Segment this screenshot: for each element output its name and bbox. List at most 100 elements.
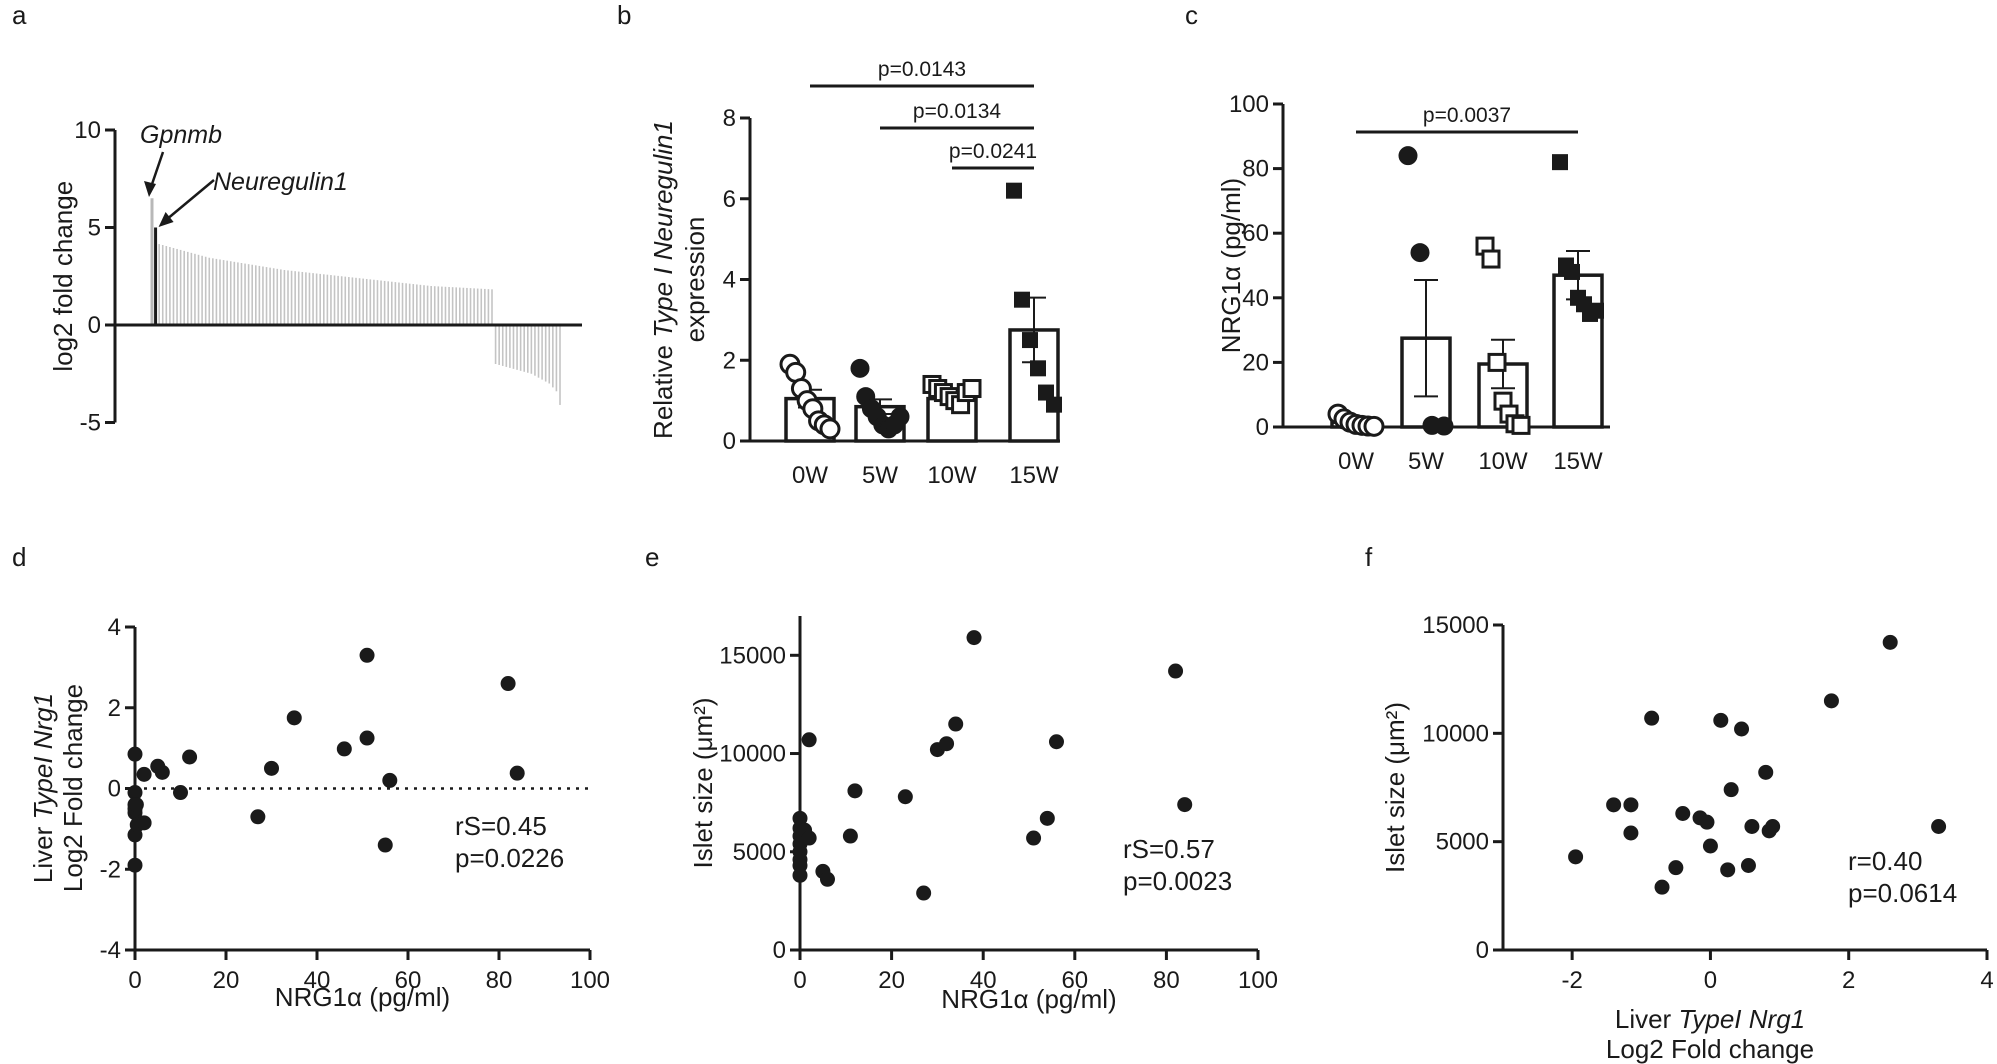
y-tick-label: 40 [1242, 285, 1269, 312]
x-tick-label: 10W [927, 462, 977, 489]
x-tick-label: 5W [862, 462, 898, 489]
panel-b: 0 2 4 6 8 0W 5W 10W 15W p=0.0143 p=0.0134 p=0.0241 R… [648, 58, 1062, 489]
x-tick-label: 80 [486, 967, 513, 994]
y-tick-label: 60 [1242, 220, 1269, 247]
data-point [847, 783, 863, 799]
annotation-neuregulin1: Neuregulin1 [213, 168, 348, 196]
significance-label: p=0.0134 [913, 100, 1001, 123]
data-point [897, 789, 913, 805]
x-tick-label: 0W [792, 462, 828, 489]
y-tick-label: -4 [100, 937, 121, 964]
data-point [1823, 693, 1839, 709]
stat-label: p=0.0226 [455, 843, 564, 873]
stat-label: rS=0.57 [1123, 834, 1215, 864]
y-tick-label: 0 [1476, 937, 1489, 964]
y-axis-label-text: Liver [28, 820, 58, 884]
x-tick-label: 0 [793, 967, 806, 994]
data-point [1177, 797, 1193, 813]
data-point [850, 358, 870, 378]
y-tick-label: 0 [88, 312, 101, 339]
y-axis-label: NRG1α (pg/ml) [1216, 178, 1246, 353]
y-axis-label: Relative Type I Neuregulin1 [648, 120, 678, 439]
y-axis-label: Islet size (μm²) [688, 698, 718, 869]
data-point [1734, 721, 1750, 737]
data-point [1038, 384, 1054, 401]
data-point [1568, 849, 1584, 865]
data-point [1481, 249, 1501, 269]
data-point [1720, 862, 1736, 878]
data-point [890, 407, 910, 427]
data-point [1668, 860, 1684, 876]
data-point [819, 871, 835, 887]
significance-label: p=0.0037 [1423, 104, 1511, 127]
stat-label: rS=0.45 [455, 811, 547, 841]
data-point [264, 760, 279, 776]
x-tick-label: 60 [1061, 967, 1088, 994]
y-axis-label: log2 fold change [48, 181, 78, 372]
data-point [359, 647, 375, 663]
y-tick-label: 4 [108, 614, 121, 641]
x-axis-label: NRG1α (pg/ml) [275, 982, 450, 1012]
y-tick-label: 5000 [1436, 829, 1489, 856]
data-point [801, 830, 817, 846]
data-point [1511, 415, 1531, 435]
x-tick-label: 40 [970, 967, 997, 994]
y-tick-label: 8 [723, 105, 736, 132]
data-point [154, 764, 170, 780]
data-point [1882, 634, 1898, 650]
panel-letter-d: d [12, 542, 26, 572]
x-tick-label: 4 [1980, 967, 1993, 994]
data-point [1713, 712, 1729, 728]
data-point [1398, 146, 1418, 166]
data-point [966, 630, 982, 646]
data-point [842, 828, 858, 844]
data-point [1740, 858, 1756, 873]
data-point [127, 785, 143, 801]
data-point [1765, 819, 1781, 834]
x-tick-label: 2 [1842, 967, 1855, 994]
data-point [1758, 764, 1774, 780]
data-point [1046, 396, 1062, 413]
x-tick-label: 5W [1408, 448, 1444, 475]
significance-label: p=0.0241 [949, 140, 1037, 163]
panel-c: 0 20 40 60 80 100 0W 5W 10W 15W p=0.0037 NRG1α (pg/… [1216, 91, 1610, 475]
data-point [1699, 814, 1715, 830]
data-point [801, 732, 817, 748]
x-tick-label: 0W [1338, 448, 1374, 475]
data-point [1363, 415, 1385, 437]
y-tick-label: 0 [773, 937, 786, 964]
annotation-gpnmb: Gpnmb [140, 121, 222, 149]
data-point [1030, 360, 1046, 377]
stat-label: p=0.0614 [1848, 878, 1957, 908]
y-tick-label: -5 [80, 410, 101, 437]
data-point [1723, 782, 1739, 798]
data-point [1744, 819, 1760, 834]
y-tick-label: 4 [723, 267, 736, 294]
data-point [819, 418, 841, 440]
y-tick-label: 100 [1229, 91, 1269, 118]
x-tick-label: 15W [1553, 448, 1603, 475]
x-tick-label: 0 [1704, 967, 1717, 994]
x-axis-label-italic: TypeI Nrg1 [1678, 1004, 1805, 1034]
y-axis-label-line2: expression [680, 217, 710, 343]
y-axis-label-italic: TypeI Nrg1 [28, 693, 58, 820]
data-point [1931, 819, 1947, 834]
stat-label: p=0.0023 [1123, 866, 1232, 896]
data-point [509, 765, 525, 781]
y-axis-label: Islet size (μm²) [1380, 702, 1410, 873]
data-point [377, 837, 393, 853]
y-tick-label: 10000 [719, 741, 786, 768]
y-tick-label: 2 [723, 347, 736, 374]
data-point [1048, 734, 1064, 750]
data-point [948, 716, 964, 732]
data-point [792, 867, 808, 883]
bar [1552, 273, 1604, 429]
panel-letter-b: b [617, 0, 631, 30]
data-point [1434, 416, 1454, 436]
data-point [1644, 710, 1660, 726]
data-point [1014, 291, 1030, 308]
data-point [173, 785, 188, 801]
y-tick-label: 80 [1242, 156, 1269, 183]
data-point [1702, 838, 1718, 854]
